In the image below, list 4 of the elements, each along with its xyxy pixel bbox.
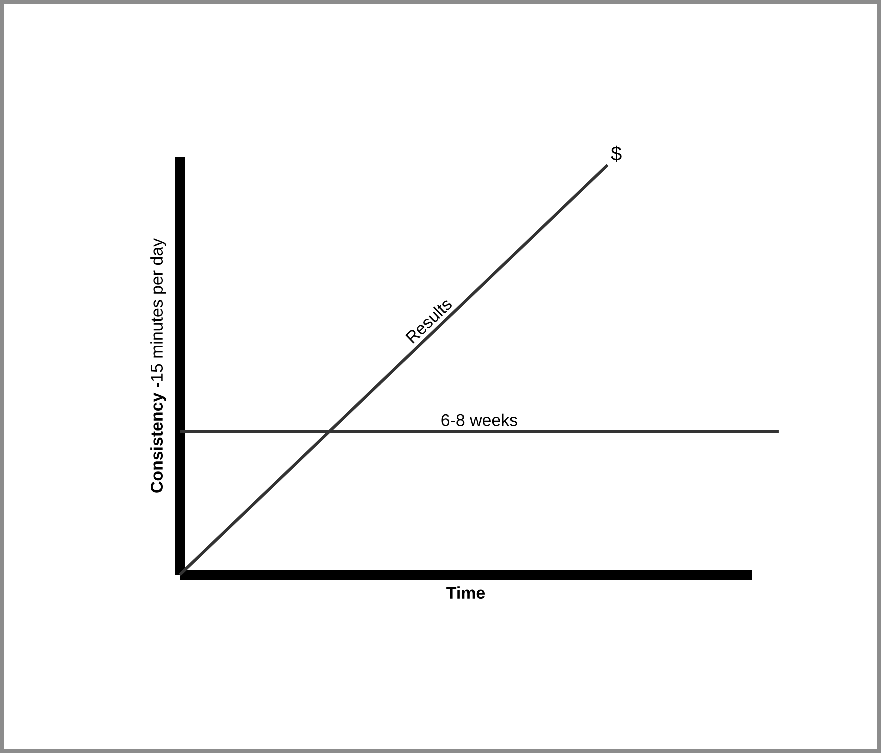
x-axis-title: Time (446, 586, 486, 600)
y-axis-title: Consistency -15 minutes per day (150, 238, 166, 493)
text: $ (611, 146, 622, 162)
series-label: 6-8 weeks (442, 414, 518, 426)
